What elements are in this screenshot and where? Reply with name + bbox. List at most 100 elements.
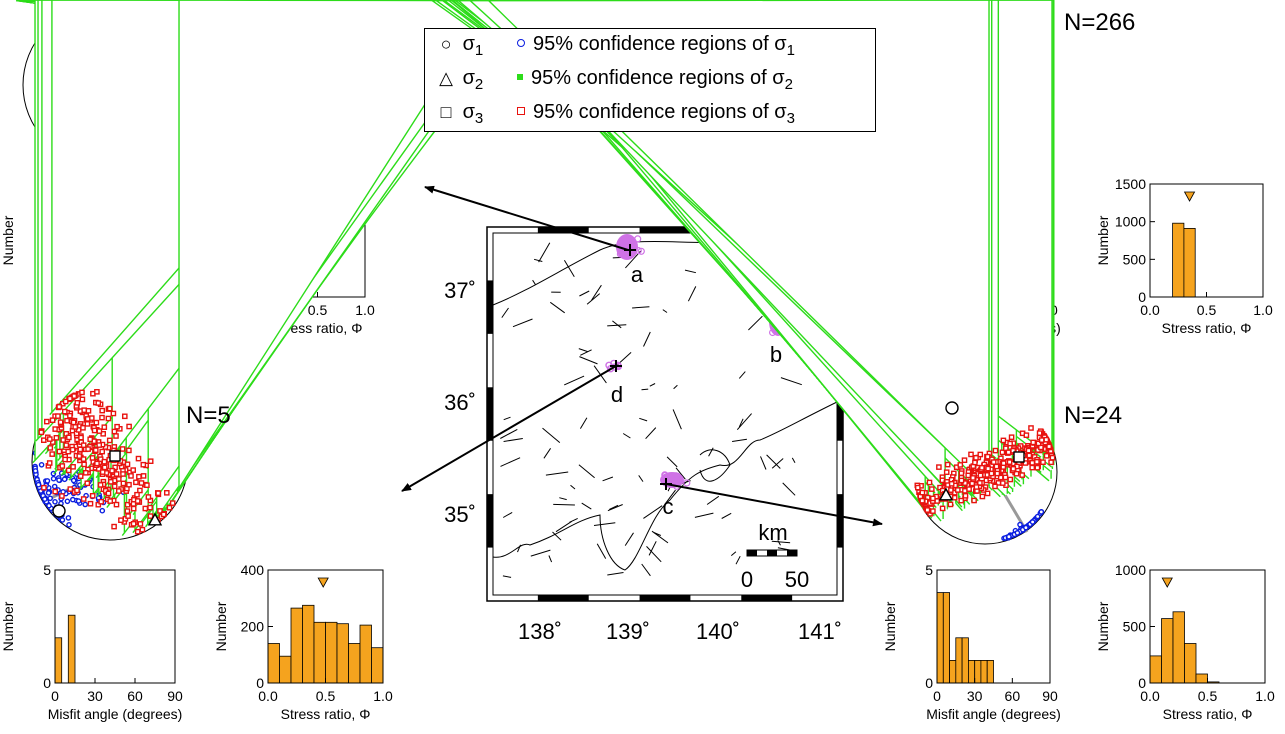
x-tick-label: 90 <box>1042 688 1058 704</box>
sigma3-region-point <box>968 451 974 458</box>
sigma3-region-point <box>77 473 84 480</box>
sigma1-region-point <box>59 517 66 523</box>
sigma3-region-point <box>59 493 65 499</box>
fault-trace <box>581 502 592 510</box>
x-tick-label: 30 <box>87 688 103 704</box>
fault-trace <box>643 505 663 519</box>
sigma3-region-point <box>74 400 81 406</box>
fault-trace <box>503 438 523 442</box>
fault-trace <box>612 320 622 329</box>
legend-item-sigma3: □ σ3 <box>435 99 484 127</box>
sigma3-region-point <box>41 484 47 491</box>
sigma1-region-point <box>1014 530 1021 536</box>
border-segment <box>537 595 589 601</box>
fault-trace <box>532 279 536 285</box>
plot-frame <box>54 569 176 684</box>
fault-trace <box>502 511 513 518</box>
sigma3-region-point <box>133 479 139 486</box>
fault-trace <box>721 512 732 519</box>
sigma3-region-point <box>993 463 1000 470</box>
histogram-bar <box>279 655 292 684</box>
sigma1-region-point <box>70 496 76 503</box>
sigma3-region-point <box>140 461 147 468</box>
sigma3-region-point <box>124 508 131 514</box>
sigma3-region-point <box>70 464 76 470</box>
sigma3-region-point <box>44 418 50 425</box>
sigma3-region-point <box>71 393 77 399</box>
sigma3-region-point <box>47 436 53 442</box>
x-tick-label: 0.0 <box>1140 688 1160 704</box>
y-tick-label: 1000 <box>1115 214 1146 230</box>
sigma3-region-point <box>919 489 926 496</box>
histogram-bar <box>1195 673 1208 684</box>
sigma3-region-point <box>134 528 141 535</box>
sigma3-region-point <box>80 456 87 462</box>
histogram-bar <box>986 660 994 684</box>
sigma1-region-point <box>65 515 72 521</box>
fault-trace <box>653 532 661 536</box>
sigma3-region-point <box>135 455 142 462</box>
y-tick-label: 400 <box>241 562 265 578</box>
sigma3-region-point <box>130 505 137 512</box>
sigma3-region-point <box>46 460 53 466</box>
fault-trace <box>649 383 656 387</box>
sigma3-region-point <box>1019 472 1025 478</box>
legend-sub: 1 <box>474 42 484 59</box>
sigma2-marker <box>147 512 163 526</box>
legend-sub: 1 <box>786 42 795 59</box>
sigma3-region-point <box>101 424 108 431</box>
sigma2-region-point <box>176 0 493 492</box>
sigma3-region-point <box>125 513 131 519</box>
sigma3-region-point <box>1036 430 1043 436</box>
x-axis-label: Stress ratio, Φ <box>281 706 371 722</box>
sigma3-region-point <box>99 414 105 421</box>
x-axis-label: Stress ratio, Φ <box>273 320 363 336</box>
fault-trace <box>666 456 678 468</box>
sigma3-region-point <box>57 419 64 426</box>
histogram-bar <box>968 660 976 684</box>
fault-trace <box>675 467 686 480</box>
x-tick-label: 0.5 <box>1198 688 1218 704</box>
sigma3-region-point <box>1043 453 1050 459</box>
scale-bar-segment <box>747 550 757 556</box>
sigma3-region-point <box>1006 459 1013 465</box>
sigma3-marker <box>1013 451 1025 463</box>
border-segment <box>487 387 493 441</box>
fault-trace <box>748 315 763 331</box>
histogram-bar <box>1184 643 1197 684</box>
y-axis-label: Number <box>1095 601 1111 651</box>
x-tick-label: 0 <box>51 688 59 704</box>
x-axis-label: Misfit angle (degrees) <box>926 706 1061 722</box>
legend-sub: 2 <box>474 76 484 93</box>
sigma3-region-point <box>155 490 162 497</box>
sigma3-region-point <box>126 423 132 430</box>
histogram-bar <box>955 637 963 684</box>
fault-trace <box>771 540 791 544</box>
sigma3-region-point <box>95 400 102 406</box>
fault-trace <box>645 427 657 440</box>
sigma1-region-point <box>51 483 58 490</box>
fault-trace <box>648 541 657 556</box>
sigma3-region-point <box>49 451 55 457</box>
sigma3-region-point <box>157 508 163 514</box>
sigma3-region-point <box>78 434 84 441</box>
sigma3-region-point <box>114 423 120 430</box>
sigma3-region-point <box>38 429 45 436</box>
fault-trace <box>500 428 518 439</box>
histogram-c: 0.0 0.5 1.0 0 500 1000 Stress ratio, Φ Number <box>1095 562 1275 722</box>
sigma3-region-point <box>115 488 122 494</box>
map-y-tick-label: 35˚ <box>444 502 476 527</box>
sigma3-region-point <box>147 504 153 511</box>
map-x-tick-label: 140˚ <box>696 619 740 644</box>
event-location <box>611 363 619 371</box>
map-x-tick-label: 141˚ <box>798 619 842 644</box>
histogram-bar <box>974 660 982 684</box>
fault-trace <box>641 563 651 577</box>
histogram-bar <box>267 643 280 684</box>
sigma3-region-point <box>82 470 89 476</box>
scale-bar-segment <box>787 550 797 556</box>
fault-trace <box>580 349 592 356</box>
sigma3-region-point <box>1030 439 1036 446</box>
sigma3-region-point <box>166 504 173 511</box>
sigma3-region-point <box>62 398 69 405</box>
